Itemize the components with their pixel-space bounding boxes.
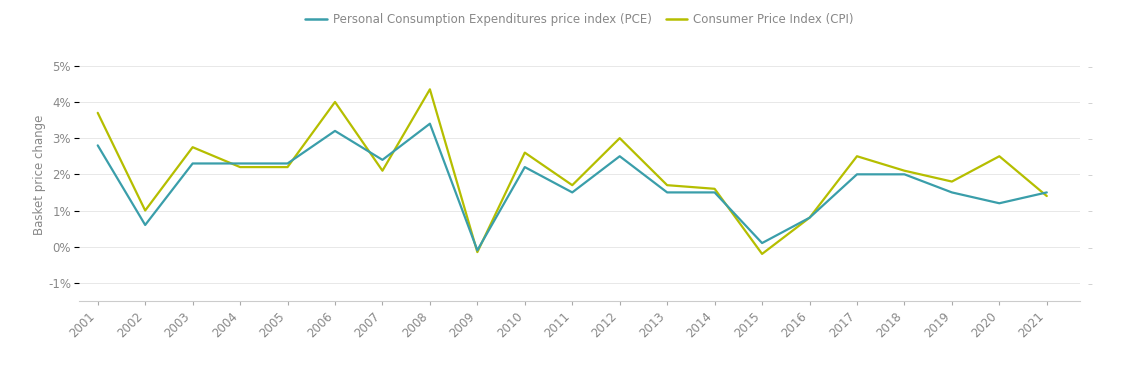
Consumer Price Index (CPI) <box>992 154 1006 159</box>
Consumer Price Index (CPI) <box>376 168 389 173</box>
Personal Consumption Expenditures price index (PCE) <box>708 190 721 195</box>
Line: Personal Consumption Expenditures price index (PCE): Personal Consumption Expenditures price … <box>98 124 1046 250</box>
Consumer Price Index (CPI) <box>138 208 152 213</box>
Consumer Price Index (CPI) <box>613 136 627 140</box>
Personal Consumption Expenditures price index (PCE) <box>328 129 342 133</box>
Consumer Price Index (CPI) <box>755 252 768 256</box>
Personal Consumption Expenditures price index (PCE) <box>423 121 436 126</box>
Consumer Price Index (CPI) <box>945 179 958 184</box>
Consumer Price Index (CPI) <box>470 250 484 254</box>
Consumer Price Index (CPI) <box>328 100 342 104</box>
Consumer Price Index (CPI) <box>850 154 864 159</box>
Personal Consumption Expenditures price index (PCE) <box>660 190 674 195</box>
Personal Consumption Expenditures price index (PCE) <box>91 143 105 148</box>
Consumer Price Index (CPI) <box>281 165 295 169</box>
Line: Consumer Price Index (CPI): Consumer Price Index (CPI) <box>98 89 1046 254</box>
Personal Consumption Expenditures price index (PCE) <box>1040 190 1053 195</box>
Personal Consumption Expenditures price index (PCE) <box>898 172 911 177</box>
Personal Consumption Expenditures price index (PCE) <box>186 161 199 166</box>
Consumer Price Index (CPI) <box>566 183 579 188</box>
Personal Consumption Expenditures price index (PCE) <box>138 223 152 227</box>
Legend: Personal Consumption Expenditures price index (PCE), Consumer Price Index (CPI): Personal Consumption Expenditures price … <box>300 8 858 30</box>
Personal Consumption Expenditures price index (PCE) <box>945 190 958 195</box>
Personal Consumption Expenditures price index (PCE) <box>566 190 579 195</box>
Consumer Price Index (CPI) <box>423 87 436 91</box>
Consumer Price Index (CPI) <box>1040 194 1053 198</box>
Personal Consumption Expenditures price index (PCE) <box>850 172 864 177</box>
Consumer Price Index (CPI) <box>233 165 246 169</box>
Personal Consumption Expenditures price index (PCE) <box>803 215 817 220</box>
Personal Consumption Expenditures price index (PCE) <box>755 241 768 245</box>
Consumer Price Index (CPI) <box>518 150 531 155</box>
Consumer Price Index (CPI) <box>660 183 674 188</box>
Personal Consumption Expenditures price index (PCE) <box>470 248 484 252</box>
Consumer Price Index (CPI) <box>708 186 721 191</box>
Personal Consumption Expenditures price index (PCE) <box>613 154 627 159</box>
Personal Consumption Expenditures price index (PCE) <box>518 165 531 169</box>
Consumer Price Index (CPI) <box>898 168 911 173</box>
Consumer Price Index (CPI) <box>91 110 105 115</box>
Personal Consumption Expenditures price index (PCE) <box>281 161 295 166</box>
Consumer Price Index (CPI) <box>803 215 817 220</box>
Personal Consumption Expenditures price index (PCE) <box>376 158 389 162</box>
Y-axis label: Basket price change: Basket price change <box>34 114 46 235</box>
Personal Consumption Expenditures price index (PCE) <box>233 161 246 166</box>
Consumer Price Index (CPI) <box>186 145 199 149</box>
Personal Consumption Expenditures price index (PCE) <box>992 201 1006 206</box>
